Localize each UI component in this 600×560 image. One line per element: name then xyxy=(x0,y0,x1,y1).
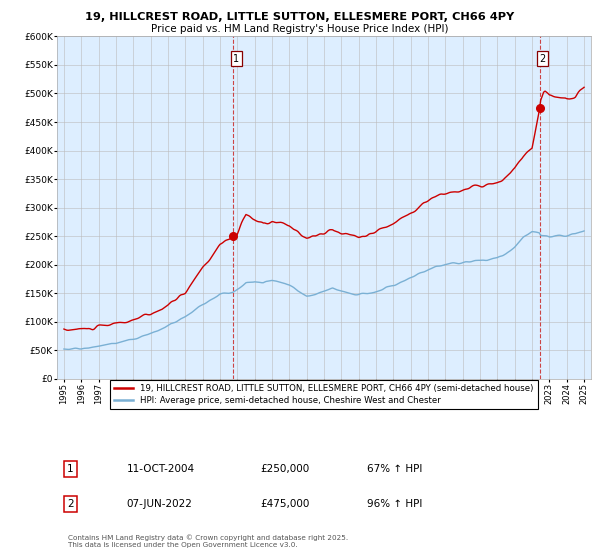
Text: 19, HILLCREST ROAD, LITTLE SUTTON, ELLESMERE PORT, CH66 4PY: 19, HILLCREST ROAD, LITTLE SUTTON, ELLES… xyxy=(85,12,515,22)
Text: 11-OCT-2004: 11-OCT-2004 xyxy=(127,464,194,474)
Text: 2: 2 xyxy=(539,54,545,64)
Text: £475,000: £475,000 xyxy=(260,499,309,509)
Text: 96% ↑ HPI: 96% ↑ HPI xyxy=(367,499,422,509)
Legend: 19, HILLCREST ROAD, LITTLE SUTTON, ELLESMERE PORT, CH66 4PY (semi-detached house: 19, HILLCREST ROAD, LITTLE SUTTON, ELLES… xyxy=(110,380,538,409)
Text: 1: 1 xyxy=(233,54,239,64)
Text: Contains HM Land Registry data © Crown copyright and database right 2025.
This d: Contains HM Land Registry data © Crown c… xyxy=(68,535,348,548)
Text: 67% ↑ HPI: 67% ↑ HPI xyxy=(367,464,422,474)
Text: 07-JUN-2022: 07-JUN-2022 xyxy=(127,499,192,509)
Text: £250,000: £250,000 xyxy=(260,464,309,474)
Text: 1: 1 xyxy=(67,464,74,474)
Text: 2: 2 xyxy=(67,499,74,509)
Text: Price paid vs. HM Land Registry's House Price Index (HPI): Price paid vs. HM Land Registry's House … xyxy=(151,24,449,34)
